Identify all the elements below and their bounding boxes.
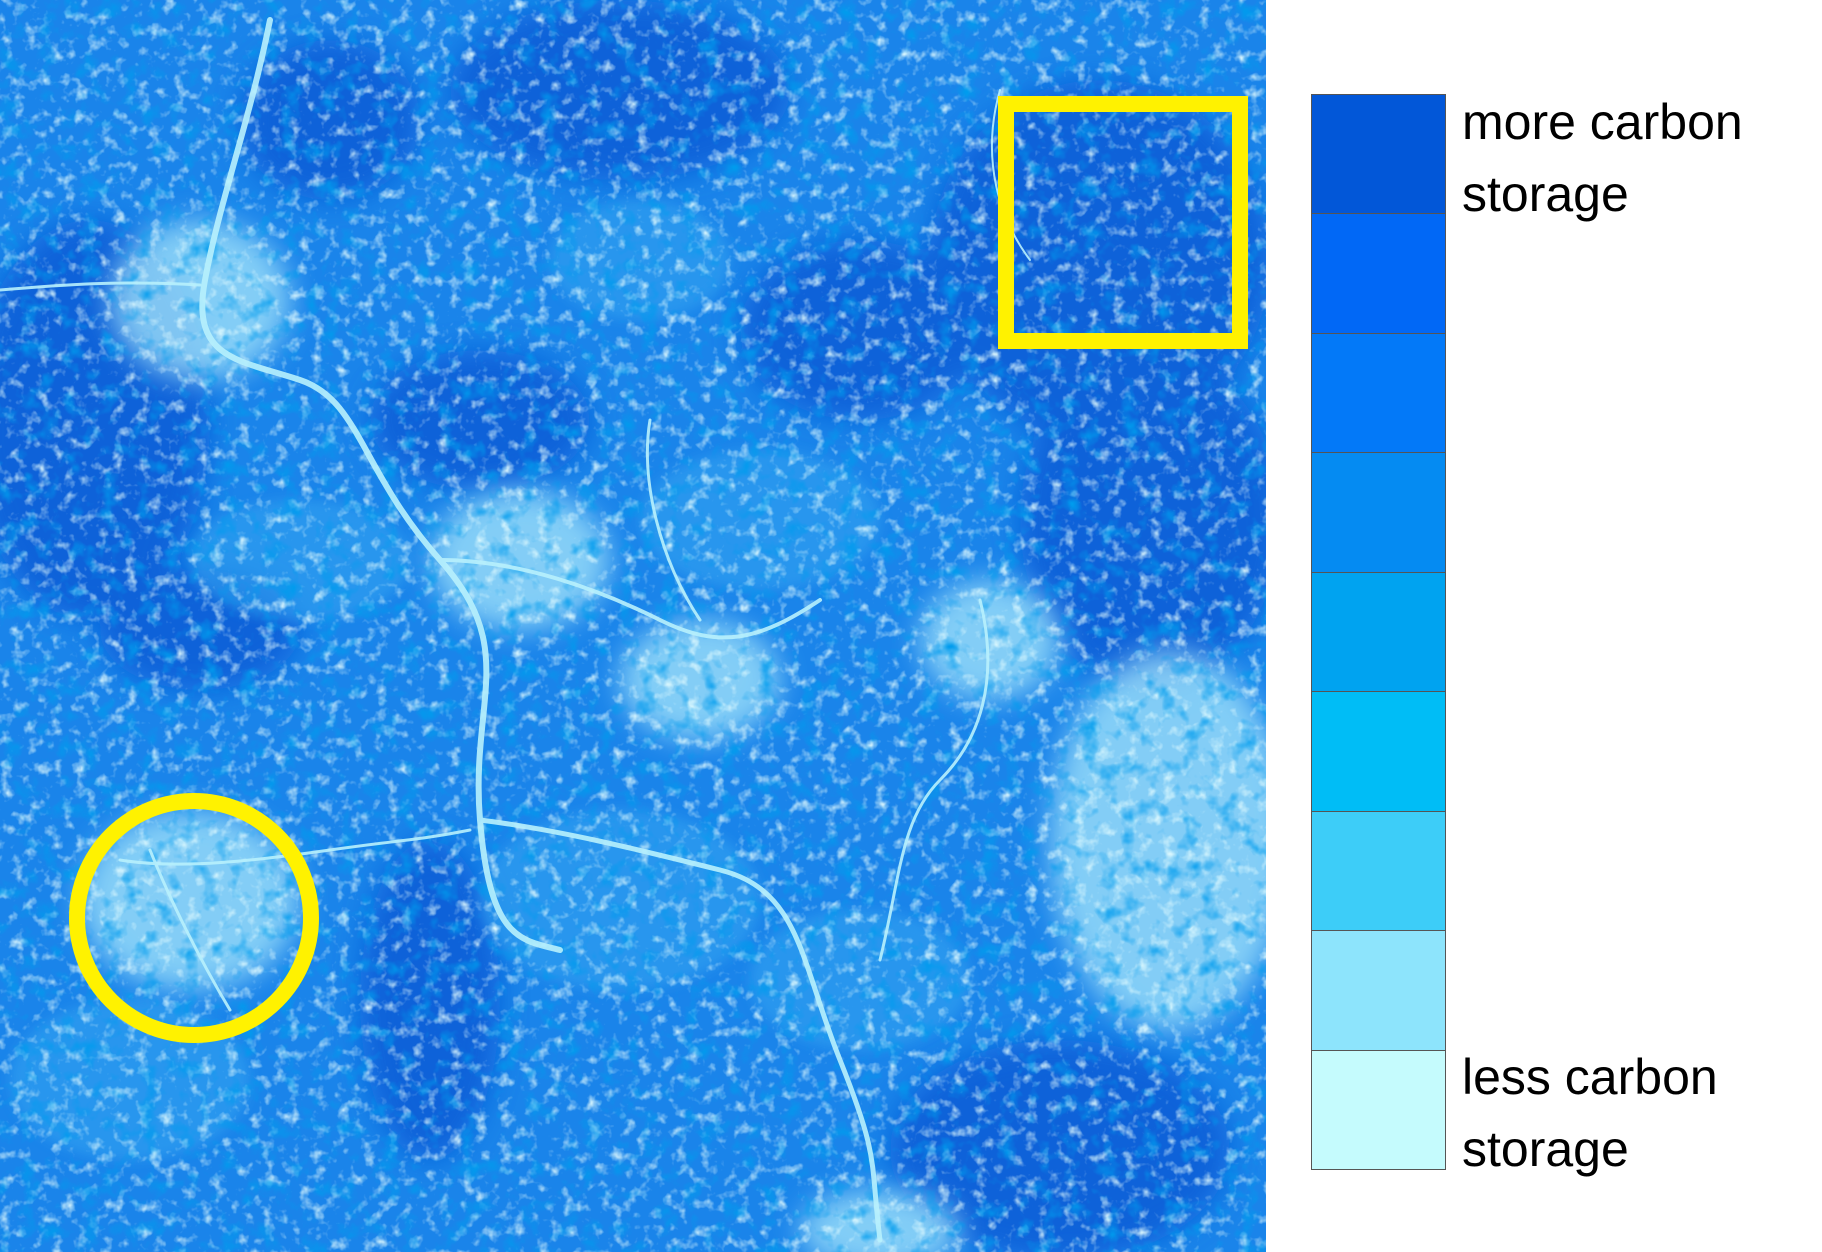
- legend-swatch-1: [1312, 95, 1445, 215]
- legend-label-less-carbon: less carbon storage: [1462, 1041, 1822, 1185]
- legend-swatch-7: [1312, 811, 1445, 932]
- legend-swatch-2: [1312, 214, 1445, 334]
- legend-label-more-carbon: more carbon storage: [1462, 86, 1822, 230]
- map-raster: [0, 0, 1266, 1252]
- legend-top-line2: storage: [1462, 166, 1629, 222]
- legend-swatch-5: [1312, 572, 1445, 693]
- river-channels: [0, 17, 1031, 1243]
- carbon-storage-legend: [1311, 94, 1446, 1170]
- legend-swatch-9: [1312, 1050, 1445, 1169]
- legend-swatch-6: [1312, 692, 1445, 812]
- legend-top-line1: more carbon: [1462, 94, 1743, 150]
- legend-bottom-line2: storage: [1462, 1121, 1629, 1177]
- highlight-square: [998, 96, 1248, 349]
- dark-speckle-texture: [0, 0, 1266, 1252]
- legend-swatch-3: [1312, 333, 1445, 454]
- carbon-storage-map: [0, 0, 1266, 1252]
- highlight-circle: [69, 793, 319, 1043]
- legend-swatch-4: [1312, 453, 1445, 573]
- legend-swatch-8: [1312, 931, 1445, 1051]
- legend-bottom-line1: less carbon: [1462, 1049, 1718, 1105]
